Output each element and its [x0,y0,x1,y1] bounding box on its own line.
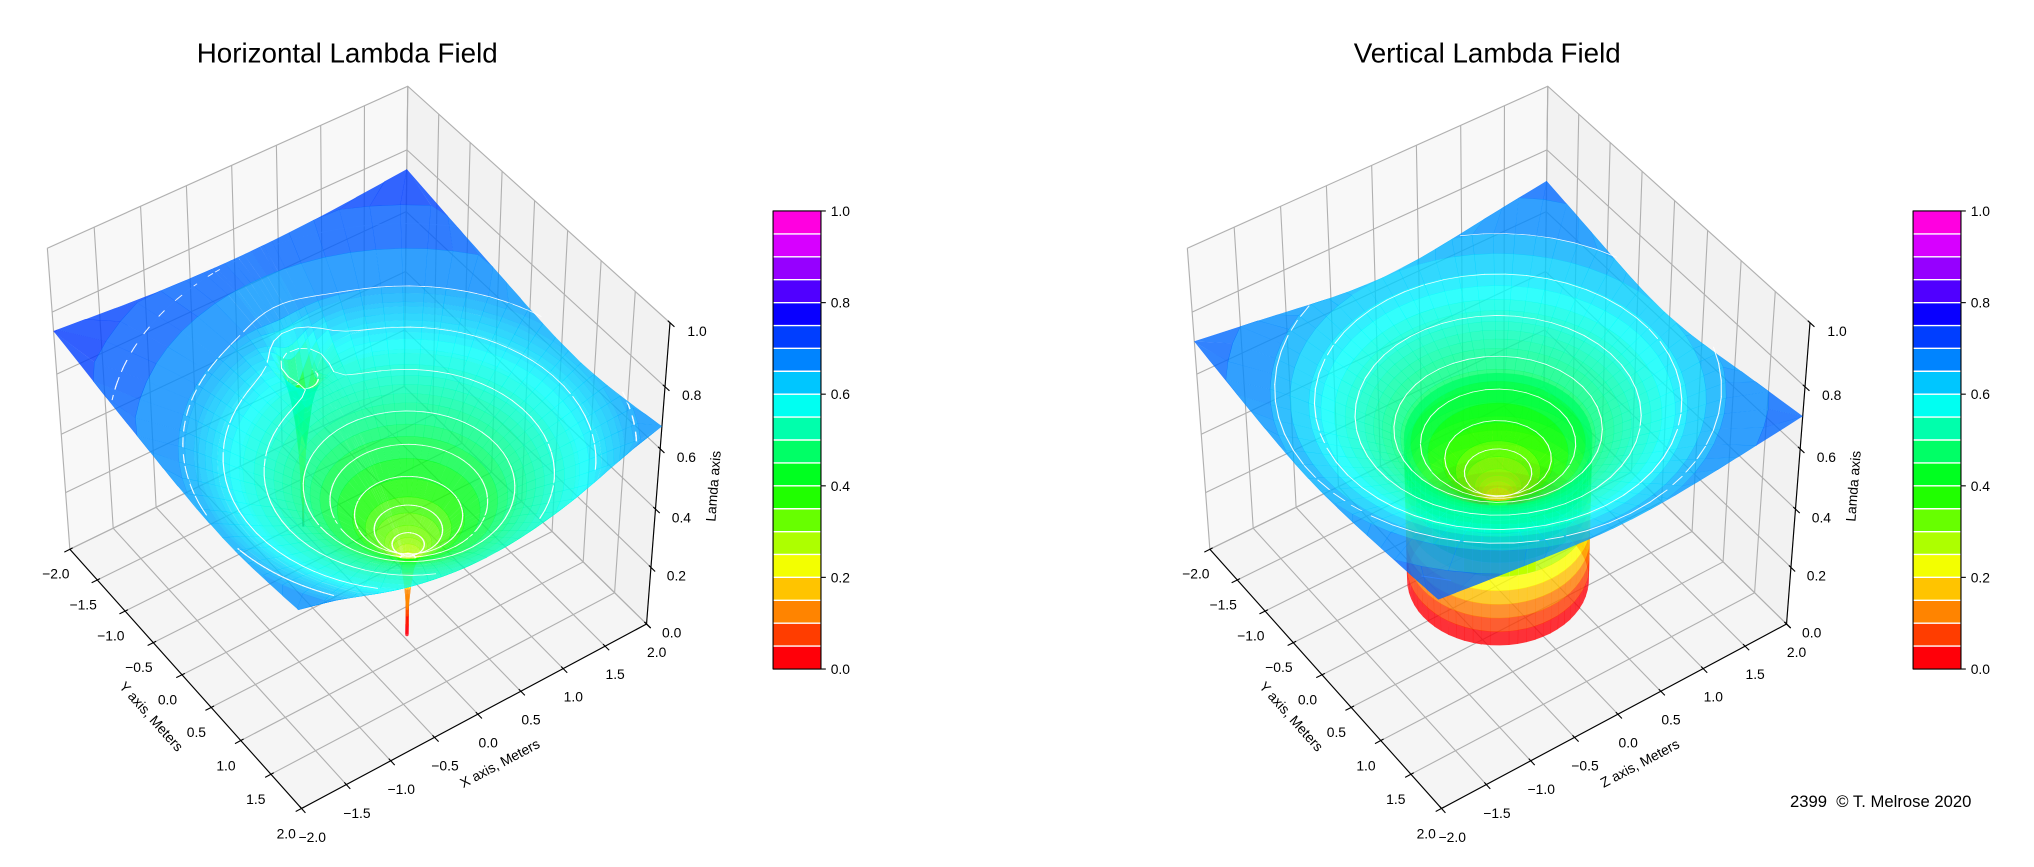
svg-text:0.0: 0.0 [1971,661,1991,677]
svg-text:1.5: 1.5 [1386,791,1406,807]
svg-text:2.0: 2.0 [277,826,297,842]
svg-text:0.5: 0.5 [1327,724,1347,740]
svg-text:0.2: 0.2 [1807,568,1827,584]
svg-text:0.6: 0.6 [831,386,851,402]
svg-text:0.4: 0.4 [831,478,851,494]
svg-text:−1.0: −1.0 [97,628,125,644]
svg-text:0.0: 0.0 [662,624,682,640]
svg-text:1.5: 1.5 [1745,666,1765,682]
svg-text:0.2: 0.2 [1971,570,1991,586]
svg-text:0.6: 0.6 [677,449,697,465]
svg-text:−1.5: −1.5 [1483,805,1511,821]
svg-text:Horizontal Lambda Field: Horizontal Lambda Field [197,38,498,69]
svg-text:−1.0: −1.0 [388,781,416,797]
svg-text:1.0: 1.0 [831,203,851,219]
svg-text:−2.0: −2.0 [299,829,327,845]
svg-text:Lamda axis: Lamda axis [1842,450,1863,522]
svg-text:0.5: 0.5 [521,711,541,727]
svg-text:−2.0: −2.0 [1439,829,1467,845]
svg-text:−0.5: −0.5 [125,659,153,675]
svg-text:0.0: 0.0 [158,691,178,707]
svg-text:0.4: 0.4 [672,509,692,525]
svg-text:1.0: 1.0 [1827,323,1847,339]
svg-text:−1.5: −1.5 [69,596,97,612]
svg-text:2.0: 2.0 [1787,644,1807,660]
svg-text:0.0: 0.0 [1298,691,1318,707]
svg-text:−0.5: −0.5 [1571,758,1599,774]
svg-text:Vertical Lambda Field: Vertical Lambda Field [1354,38,1621,69]
svg-text:Lamda axis: Lamda axis [702,450,723,522]
svg-text:0.6: 0.6 [1971,386,1991,402]
svg-text:−2.0: −2.0 [42,565,70,581]
svg-text:0.0: 0.0 [479,734,499,750]
svg-text:−1.0: −1.0 [1528,781,1556,797]
svg-text:0.0: 0.0 [1802,624,1822,640]
svg-text:0.4: 0.4 [1971,478,1991,494]
svg-text:−1.0: −1.0 [1237,628,1265,644]
svg-text:−1.5: −1.5 [343,805,371,821]
svg-text:0.2: 0.2 [667,568,687,584]
svg-text:−0.5: −0.5 [1265,659,1293,675]
svg-text:−0.5: −0.5 [431,758,459,774]
svg-text:0.6: 0.6 [1817,449,1837,465]
svg-text:−2.0: −2.0 [1182,565,1210,581]
svg-text:1.5: 1.5 [605,666,625,682]
svg-text:2.0: 2.0 [647,644,667,660]
svg-text:2.0: 2.0 [1417,826,1437,842]
svg-text:1.0: 1.0 [687,323,707,339]
svg-text:2399 © T. Melrose 2020: 2399 © T. Melrose 2020 [1790,792,1971,811]
svg-text:0.8: 0.8 [831,295,851,311]
svg-text:0.0: 0.0 [831,661,851,677]
svg-text:0.5: 0.5 [1661,711,1681,727]
svg-text:1.0: 1.0 [1356,757,1376,773]
svg-text:0.8: 0.8 [1822,387,1842,403]
svg-text:1.5: 1.5 [246,791,266,807]
svg-text:1.0: 1.0 [216,757,236,773]
svg-text:0.8: 0.8 [1971,295,1991,311]
svg-text:0.0: 0.0 [1619,734,1639,750]
svg-text:−1.5: −1.5 [1209,596,1237,612]
svg-text:0.2: 0.2 [831,570,851,586]
svg-text:1.0: 1.0 [1704,689,1724,705]
svg-text:1.0: 1.0 [1971,203,1991,219]
svg-text:1.0: 1.0 [564,689,584,705]
svg-text:0.4: 0.4 [1812,509,1832,525]
svg-text:0.8: 0.8 [682,387,702,403]
svg-text:0.5: 0.5 [187,724,207,740]
